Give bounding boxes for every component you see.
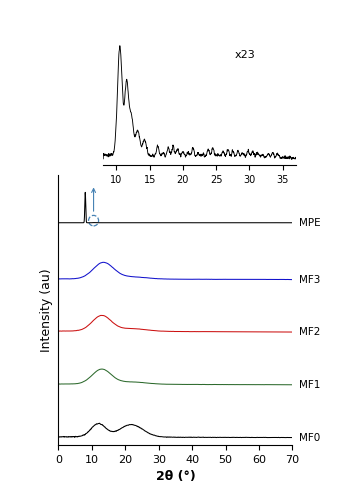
X-axis label: 2θ (°): 2θ (°) bbox=[155, 470, 195, 484]
Text: MF0: MF0 bbox=[299, 432, 320, 442]
Text: MF1: MF1 bbox=[299, 380, 321, 390]
Y-axis label: Intensity (au): Intensity (au) bbox=[40, 268, 53, 352]
Text: MF2: MF2 bbox=[299, 327, 321, 337]
Text: x23: x23 bbox=[234, 50, 255, 60]
FancyArrowPatch shape bbox=[92, 188, 96, 211]
Text: MPE: MPE bbox=[299, 218, 321, 228]
Text: MF3: MF3 bbox=[299, 274, 321, 284]
